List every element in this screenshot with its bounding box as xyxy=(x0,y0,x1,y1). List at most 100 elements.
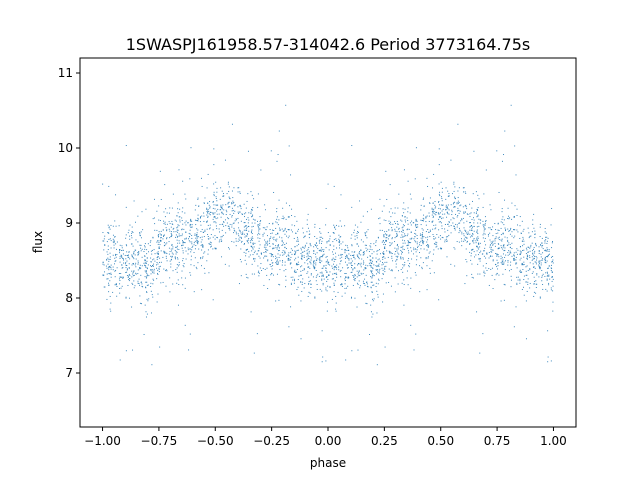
data-point xyxy=(438,218,440,220)
data-point xyxy=(108,185,110,187)
data-point xyxy=(107,263,109,265)
data-point xyxy=(332,251,334,253)
data-point xyxy=(215,196,217,198)
data-point xyxy=(259,237,261,239)
data-point xyxy=(135,258,137,260)
data-point xyxy=(151,269,153,271)
data-point xyxy=(391,269,393,271)
data-point xyxy=(307,295,309,297)
data-point xyxy=(126,271,128,273)
data-point xyxy=(251,245,253,247)
data-point xyxy=(383,236,385,238)
data-point xyxy=(314,223,316,225)
data-point xyxy=(433,224,435,226)
data-point xyxy=(470,229,472,231)
data-point xyxy=(383,251,385,253)
data-point xyxy=(427,257,429,259)
data-point xyxy=(386,237,388,239)
data-point xyxy=(190,218,192,220)
data-point xyxy=(369,245,371,247)
data-point xyxy=(313,252,315,254)
data-point xyxy=(293,237,295,239)
data-point xyxy=(269,245,271,247)
data-point xyxy=(372,268,374,270)
data-point xyxy=(477,237,479,239)
data-point xyxy=(202,231,204,233)
data-point xyxy=(382,301,384,303)
data-point xyxy=(263,246,265,248)
data-point xyxy=(389,244,391,246)
data-point xyxy=(331,267,333,269)
data-point xyxy=(159,346,161,348)
data-point xyxy=(226,211,228,213)
data-point xyxy=(483,275,485,277)
data-point xyxy=(532,258,534,260)
data-point xyxy=(484,228,486,230)
data-point xyxy=(172,283,174,285)
data-point xyxy=(314,266,316,268)
data-point xyxy=(194,257,196,259)
data-point xyxy=(415,251,417,253)
data-point xyxy=(469,213,471,215)
data-point xyxy=(364,232,366,234)
data-point xyxy=(500,247,502,249)
data-point xyxy=(171,220,173,222)
data-point xyxy=(139,295,141,297)
data-point xyxy=(144,262,146,264)
data-point xyxy=(321,361,323,363)
data-point xyxy=(212,299,214,301)
data-point xyxy=(420,204,422,206)
data-point xyxy=(177,235,179,237)
data-point xyxy=(275,255,277,257)
data-point xyxy=(303,235,305,237)
data-point xyxy=(545,259,547,261)
data-point xyxy=(109,252,111,254)
data-point xyxy=(422,198,424,200)
data-point xyxy=(175,231,177,233)
data-point xyxy=(275,300,277,302)
data-point xyxy=(260,169,262,171)
data-point xyxy=(519,250,521,252)
data-point xyxy=(401,227,403,229)
data-point xyxy=(438,236,440,238)
data-point xyxy=(249,240,251,242)
data-point xyxy=(266,255,268,257)
data-point xyxy=(488,227,490,229)
data-point xyxy=(170,235,172,237)
data-point xyxy=(378,272,380,274)
data-point xyxy=(526,256,528,258)
data-point xyxy=(277,246,279,248)
data-point xyxy=(514,205,516,207)
data-point xyxy=(202,256,204,258)
data-point xyxy=(264,209,266,211)
data-point xyxy=(204,229,206,231)
data-point xyxy=(530,235,532,237)
data-point xyxy=(207,249,209,251)
data-point xyxy=(548,275,550,277)
data-point xyxy=(345,359,347,361)
data-point xyxy=(276,211,278,213)
data-point xyxy=(170,233,172,235)
data-point xyxy=(284,261,286,263)
data-point xyxy=(113,241,115,243)
data-point xyxy=(300,249,302,251)
data-point xyxy=(400,257,402,259)
data-point xyxy=(527,251,529,253)
data-point xyxy=(298,243,300,245)
data-point xyxy=(109,258,111,260)
data-point xyxy=(132,273,134,275)
data-point xyxy=(300,247,302,249)
data-point xyxy=(177,229,179,231)
data-point xyxy=(210,246,212,248)
data-point xyxy=(394,277,396,279)
data-point xyxy=(407,223,409,225)
data-point xyxy=(303,247,305,249)
data-point xyxy=(423,205,425,207)
data-point xyxy=(139,264,141,266)
data-point xyxy=(176,239,178,241)
data-point xyxy=(477,209,479,211)
data-point xyxy=(294,216,296,218)
data-point xyxy=(360,249,362,251)
data-point xyxy=(509,244,511,246)
data-point xyxy=(301,290,303,292)
